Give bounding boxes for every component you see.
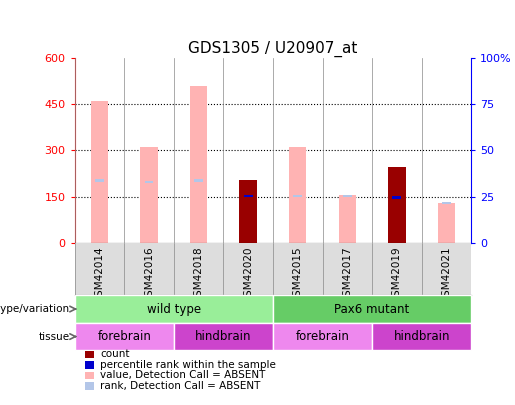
- Bar: [392, 196, 401, 199]
- Bar: [273, 323, 372, 350]
- Text: value, Detection Call = ABSENT: value, Detection Call = ABSENT: [100, 371, 266, 380]
- Bar: [91, 101, 108, 243]
- Text: hindbrain: hindbrain: [195, 330, 252, 343]
- Bar: [194, 179, 203, 182]
- Bar: [442, 202, 451, 204]
- Text: GSM42019: GSM42019: [392, 247, 402, 303]
- Text: hindbrain: hindbrain: [393, 330, 450, 343]
- Text: wild type: wild type: [147, 303, 201, 315]
- Bar: [75, 295, 273, 323]
- Bar: [293, 195, 302, 197]
- Text: GSM42018: GSM42018: [194, 247, 203, 303]
- Text: forebrain: forebrain: [296, 330, 350, 343]
- Text: count: count: [100, 350, 130, 359]
- Title: GDS1305 / U20907_at: GDS1305 / U20907_at: [188, 41, 357, 57]
- Text: GSM42017: GSM42017: [342, 247, 352, 303]
- Text: genotype/variation: genotype/variation: [0, 304, 70, 314]
- Text: GSM42015: GSM42015: [293, 247, 303, 303]
- Bar: [343, 195, 352, 197]
- Text: tissue: tissue: [39, 332, 70, 341]
- Text: GSM42016: GSM42016: [144, 247, 154, 303]
- Bar: [145, 181, 153, 183]
- Bar: [339, 195, 356, 243]
- Text: GSM42020: GSM42020: [243, 247, 253, 303]
- Bar: [244, 195, 253, 197]
- Bar: [141, 147, 158, 243]
- Bar: [273, 295, 471, 323]
- Bar: [75, 323, 174, 350]
- Bar: [372, 323, 471, 350]
- Bar: [239, 180, 257, 243]
- Text: percentile rank within the sample: percentile rank within the sample: [100, 360, 277, 370]
- Text: rank, Detection Call = ABSENT: rank, Detection Call = ABSENT: [100, 381, 261, 391]
- Bar: [438, 202, 455, 243]
- Bar: [289, 147, 306, 243]
- Text: Pax6 mutant: Pax6 mutant: [334, 303, 410, 315]
- Bar: [174, 323, 273, 350]
- Bar: [95, 179, 104, 182]
- Bar: [190, 86, 207, 243]
- Text: forebrain: forebrain: [97, 330, 151, 343]
- Text: GSM42014: GSM42014: [94, 247, 105, 303]
- Text: GSM42021: GSM42021: [441, 247, 452, 303]
- Bar: [388, 167, 405, 243]
